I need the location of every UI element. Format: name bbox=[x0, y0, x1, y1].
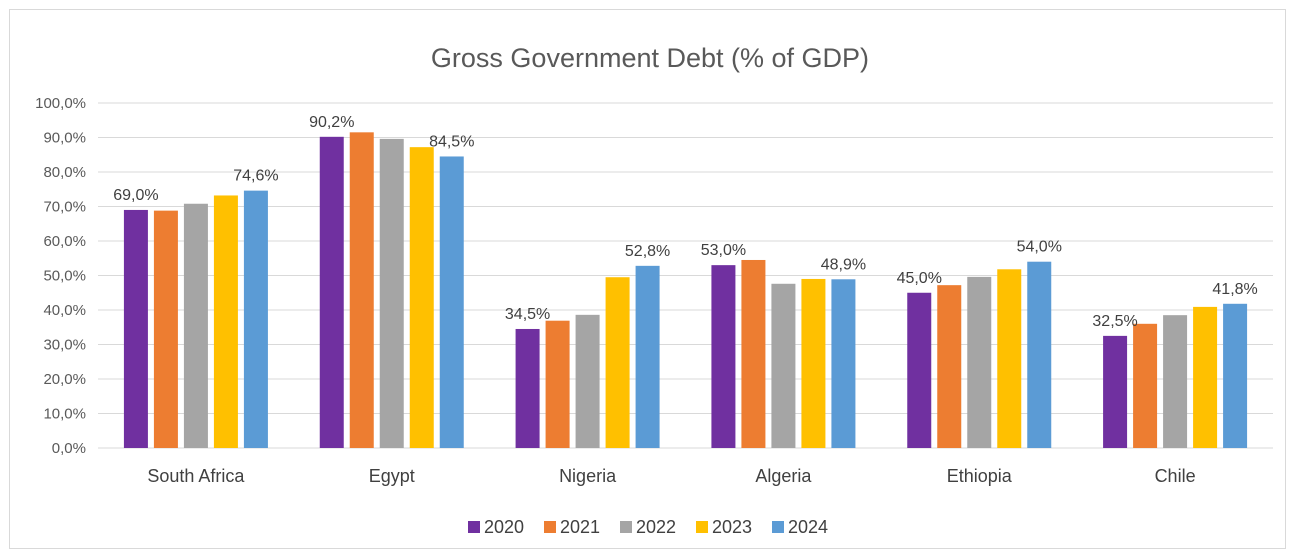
legend-swatch bbox=[696, 521, 708, 533]
bar bbox=[1133, 323, 1158, 448]
y-tick-label: 40,0% bbox=[43, 302, 86, 319]
chart-frame: Gross Government Debt (% of GDP) 0,0% 10,… bbox=[9, 9, 1286, 549]
x-tick-label: Nigeria bbox=[559, 466, 617, 486]
x-tick-label: Chile bbox=[1155, 466, 1196, 486]
bar bbox=[515, 328, 540, 448]
bar bbox=[545, 320, 570, 448]
data-label: 69,0% bbox=[113, 187, 158, 204]
y-tick-label: 30,0% bbox=[43, 337, 86, 354]
y-tick-label: 70,0% bbox=[43, 199, 86, 216]
bar bbox=[771, 283, 796, 448]
bar bbox=[1163, 315, 1188, 448]
legend-swatch bbox=[468, 521, 480, 533]
x-tick-label: Egypt bbox=[369, 466, 415, 486]
bar bbox=[997, 269, 1022, 448]
legend-entry: 2021 bbox=[560, 517, 600, 537]
data-label: 84,5% bbox=[429, 133, 474, 150]
bar bbox=[1193, 306, 1218, 448]
category-labels: South Africa Egypt Nigeria Algeria Ethiopia C… bbox=[147, 466, 1195, 486]
gridlines bbox=[98, 102, 1273, 449]
bar-chart: Gross Government Debt (% of GDP) 0,0% 10,… bbox=[35, 43, 1273, 537]
bar bbox=[937, 285, 962, 448]
bar bbox=[349, 132, 374, 448]
bar bbox=[183, 203, 208, 448]
bar bbox=[907, 292, 932, 448]
bar bbox=[439, 156, 464, 448]
y-axis-ticks: 0,0% 10,0% 20,0% 30,0% 40,0% 50,0% 60,0% 70,0% 8… bbox=[35, 95, 86, 457]
bar bbox=[831, 279, 856, 448]
data-label: 52,8% bbox=[625, 243, 670, 260]
bar bbox=[1223, 303, 1248, 448]
bar bbox=[605, 277, 630, 448]
bar bbox=[635, 265, 660, 448]
bar bbox=[123, 209, 148, 448]
bars bbox=[123, 132, 1248, 448]
bar bbox=[967, 276, 992, 448]
y-tick-label: 0,0% bbox=[52, 440, 86, 457]
bar bbox=[741, 259, 766, 448]
y-tick-label: 20,0% bbox=[43, 371, 86, 388]
x-tick-label: South Africa bbox=[147, 466, 245, 486]
legend-entry: 2023 bbox=[712, 517, 752, 537]
data-label: 45,0% bbox=[897, 270, 942, 287]
legend-swatch bbox=[772, 521, 784, 533]
bar bbox=[319, 136, 344, 448]
y-tick-label: 10,0% bbox=[43, 406, 86, 423]
bar bbox=[213, 195, 238, 448]
y-tick-label: 100,0% bbox=[35, 95, 86, 112]
data-label: 32,5% bbox=[1092, 313, 1137, 330]
legend: 2020 2021 2022 2023 2024 bbox=[468, 517, 828, 537]
data-labels: 69,0% 74,6% 90,2% 84,5% 34,5% 52,8% 53,0% 48,9%… bbox=[113, 114, 1258, 330]
bar bbox=[409, 147, 434, 448]
data-label: 90,2% bbox=[309, 114, 354, 131]
data-label: 41,8% bbox=[1212, 281, 1257, 298]
bar bbox=[379, 138, 404, 448]
y-tick-label: 60,0% bbox=[43, 233, 86, 250]
data-label: 48,9% bbox=[821, 256, 866, 273]
chart-title: Gross Government Debt (% of GDP) bbox=[431, 43, 869, 73]
legend-entry: 2022 bbox=[636, 517, 676, 537]
bar bbox=[1103, 335, 1128, 448]
data-label: 74,6% bbox=[233, 168, 278, 185]
x-tick-label: Ethiopia bbox=[947, 466, 1013, 486]
y-tick-label: 90,0% bbox=[43, 130, 86, 147]
y-tick-label: 80,0% bbox=[43, 164, 86, 181]
legend-entry: 2020 bbox=[484, 517, 524, 537]
bar bbox=[153, 210, 178, 448]
data-label: 53,0% bbox=[701, 242, 746, 259]
bar bbox=[711, 265, 736, 448]
y-tick-label: 50,0% bbox=[43, 268, 86, 285]
bar bbox=[243, 190, 268, 448]
bar bbox=[1027, 261, 1052, 448]
legend-entry: 2024 bbox=[788, 517, 828, 537]
data-label: 34,5% bbox=[505, 306, 550, 323]
data-label: 54,0% bbox=[1017, 239, 1062, 256]
legend-swatch bbox=[620, 521, 632, 533]
bar bbox=[801, 278, 826, 448]
bar bbox=[575, 314, 600, 448]
x-tick-label: Algeria bbox=[755, 466, 812, 486]
legend-swatch bbox=[544, 521, 556, 533]
